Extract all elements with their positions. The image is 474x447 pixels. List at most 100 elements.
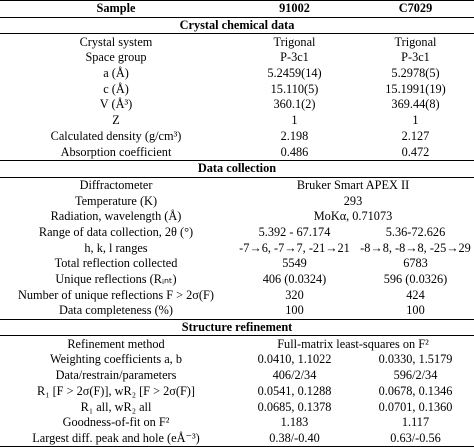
table-row: a (Å) 5.2459(14) 5.2978(5) — [0, 66, 474, 82]
section-title: Structure refinement — [0, 318, 474, 337]
table-row: Absorption coefficient 0.486 0.472 — [0, 144, 474, 160]
cell-value: 5.36-72.626 — [385, 224, 446, 239]
section-row: Structure refinement — [0, 318, 474, 337]
row-label: Absorption coefficient — [60, 144, 172, 159]
cell-value: -7→6, -7→7, -21→21 — [239, 240, 350, 255]
table-row: Data completeness (%) 100 100 — [0, 303, 474, 319]
row-label: Data completeness (%) — [58, 303, 174, 318]
row-label: R₁ all, wR₂ all — [80, 399, 152, 414]
row-label: a (Å) — [103, 66, 129, 81]
row-label: Diffractometer — [79, 177, 153, 192]
table-row: Refinement method Full-matrix least-squar… — [0, 336, 474, 352]
cell-value: Full-matrix least-squares on F² — [277, 336, 429, 351]
cell-value: 100 — [406, 303, 425, 318]
cell-value: 2.127 — [401, 128, 430, 143]
cell-value: 424 — [406, 287, 425, 302]
cell-value: 360.1(2) — [273, 97, 316, 112]
cell-value: 100 — [285, 303, 304, 318]
row-label: Refinement method — [67, 336, 165, 351]
table-row: Weighting coefficients a, b 0.0410, 1.102… — [0, 352, 474, 368]
cell-value: Bruker Smart APEX II — [296, 177, 410, 192]
cell-value: 1.183 — [280, 415, 309, 430]
cell-value: Trigonal — [273, 34, 316, 49]
cell-value: 1 — [291, 113, 298, 128]
cell-value: 0.63/-0.56 — [357, 430, 474, 447]
cell-value: 596 (0.0326) — [383, 272, 448, 287]
cell-value: 1 — [412, 113, 419, 128]
row-label: Temperature (K) — [74, 193, 158, 208]
table-row: R₁ all, wR₂ all 0.0685, 0.1378 0.0701, 0.1… — [0, 399, 474, 415]
table-row: c (Å) 15.110(5) 15.1991(19) — [0, 81, 474, 97]
cell-value: MoKα, 0.71073 — [313, 209, 393, 224]
row-label: c (Å) — [103, 81, 129, 96]
table-row: Z 1 1 — [0, 113, 474, 129]
cell-value: 0.486 — [280, 144, 309, 159]
cell-value: 5.2459(14) — [267, 66, 322, 81]
cell-value: 0.0701, 0.1360 — [378, 399, 453, 414]
table-row: Largest diff. peak and hole (eÅ⁻³) 0.38/-… — [0, 430, 474, 447]
table-row: Space group P-3c1 P-3c1 — [0, 50, 474, 66]
row-label: Radiation, wavelength (Å) — [50, 209, 182, 224]
cell-value: 0.472 — [401, 144, 430, 159]
row-label: V (Å³) — [99, 97, 133, 112]
table-row: Diffractometer Bruker Smart APEX II — [0, 177, 474, 193]
table-row: Crystal system Trigonal Trigonal — [0, 34, 474, 50]
header-row: Sample 91002 C7029 — [0, 0, 474, 18]
header-cell: 91002 — [232, 0, 357, 18]
row-label: Goodness-of-fit on F² — [62, 415, 170, 430]
cell-value: 369.44(8) — [391, 97, 440, 112]
row-label: Number of unique reflections F > 2σ(F) — [18, 287, 214, 302]
row-label: Range of data collection, 2θ (°) — [38, 224, 194, 239]
table-row: Radiation, wavelength (Å) MoKα, 0.71073 — [0, 209, 474, 225]
table-row: Data/restrain/parameters 406/2/34 596/2/34 — [0, 368, 474, 384]
cell-value: 1.117 — [401, 415, 430, 430]
cell-value: 320 — [285, 287, 304, 302]
header-cell: Sample — [0, 0, 232, 18]
cell-value: 0.0541, 0.1288 — [257, 383, 332, 398]
cell-value: 6783 — [403, 256, 428, 271]
table-row: Goodness-of-fit on F² 1.183 1.117 — [0, 415, 474, 431]
cell-value: 0.38/-0.40 — [232, 430, 357, 447]
row-label: Z — [112, 113, 120, 128]
cell-value: 2.198 — [280, 128, 309, 143]
section-title: Data collection — [0, 159, 474, 178]
cell-value: 15.1991(19) — [385, 81, 446, 96]
cell-value: 15.110(5) — [270, 81, 319, 96]
cell-value: 293 — [343, 193, 363, 208]
cell-value: 0.0678, 0.1346 — [378, 383, 453, 398]
table-row: Calculated density (g/cm³) 2.198 2.127 — [0, 129, 474, 145]
cell-value: 5.392 - 67.174 — [258, 224, 331, 239]
cell-value: 5549 — [282, 256, 307, 271]
header-cell: C7029 — [357, 0, 474, 18]
table-row: h, k, l ranges -7→6, -7→7, -21→21 -8→8, -8… — [0, 240, 474, 256]
cell-value: 5.2978(5) — [391, 66, 440, 81]
row-label: Space group — [85, 50, 147, 65]
table-row: V (Å³) 360.1(2) 369.44(8) — [0, 97, 474, 113]
cell-value: 0.0410, 1.1022 — [257, 352, 332, 367]
row-label: Largest diff. peak and hole (eÅ⁻³) — [0, 430, 232, 447]
cell-value: Trigonal — [394, 34, 437, 49]
section-row: Data collection — [0, 159, 474, 178]
table-row: Total reflection collected 5549 6783 — [0, 256, 474, 272]
cell-value: -8→8, -8→8, -25→29 — [360, 240, 471, 255]
table-row: Range of data collection, 2θ (°) 5.392 - … — [0, 225, 474, 241]
section-row: Crystal chemical data — [0, 16, 474, 35]
cell-value: 406 (0.0324) — [262, 272, 327, 287]
row-label: Calculated density (g/cm³) — [50, 128, 182, 143]
row-label: Weighting coefficients a, b — [50, 352, 182, 367]
table-row: R₁ [F > 2σ(F)], wR₂ [F > 2σ(F)] 0.0541, 0… — [0, 384, 474, 400]
row-label: Data/restrain/parameters — [55, 368, 177, 383]
cell-value: 406/2/34 — [272, 368, 317, 383]
cell-value: P-3c1 — [280, 50, 309, 65]
table-row: Number of unique reflections F > 2σ(F) 32… — [0, 287, 474, 303]
row-label: Crystal system — [79, 34, 153, 49]
row-label: h, k, l ranges — [84, 240, 148, 255]
row-label: R₁ [F > 2σ(F)], wR₂ [F > 2σ(F)] — [37, 383, 195, 398]
row-label: Unique reflections (Rᵢₙₜ) — [55, 272, 177, 287]
cell-value: 596/2/34 — [393, 368, 438, 383]
cell-value: 0.0330, 1.5179 — [378, 352, 453, 367]
section-title: Crystal chemical data — [0, 16, 474, 35]
cell-value: P-3c1 — [401, 50, 430, 65]
